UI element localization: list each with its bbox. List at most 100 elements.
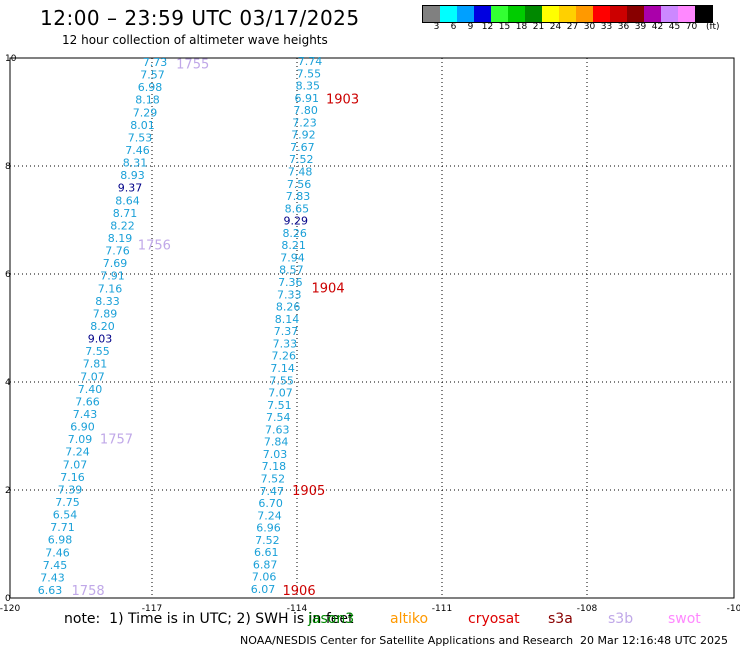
lat-tick-label: 10 — [5, 54, 17, 64]
colorbar-swatch — [423, 6, 440, 22]
time-label: 1906 — [283, 584, 316, 599]
lon-tick-label: -114 — [287, 604, 308, 614]
wave-height-value: 7.16 — [98, 282, 123, 295]
colorbar-swatch — [559, 6, 576, 22]
wave-height-value: 8.26 — [282, 227, 307, 240]
wave-height-value: 7.33 — [273, 337, 298, 350]
time-label: 1757 — [100, 433, 133, 448]
wave-height-value: 8.65 — [285, 202, 310, 215]
colorbar-swatch — [644, 6, 661, 22]
time-label: 1904 — [312, 282, 345, 297]
wave-height-value: 7.81 — [83, 358, 108, 371]
wave-height-value: 7.03 — [263, 448, 288, 461]
colorbar — [422, 5, 713, 23]
wave-height-value: 7.56 — [287, 178, 312, 191]
colorbar-swatch — [474, 6, 491, 22]
lon-tick-label: -117 — [142, 604, 162, 614]
wave-height-value: 8.01 — [130, 119, 155, 132]
wave-height-value: 7.66 — [75, 395, 100, 408]
wave-height-value: 8.19 — [108, 232, 133, 245]
wave-height-value: 7.45 — [43, 559, 68, 572]
wave-height-value: 7.75 — [55, 496, 80, 509]
page-subtitle: 12 hour collection of altimeter wave hei… — [62, 33, 328, 47]
plot-frame — [9, 57, 735, 599]
colorbar-label: 70 — [685, 22, 698, 32]
wave-height-value: 9.03 — [88, 333, 113, 346]
colorbar-label: 6 — [450, 22, 457, 32]
wave-height-value: 7.91 — [100, 270, 125, 283]
wave-height-value: 7.48 — [288, 166, 313, 179]
wave-height-value: 6.90 — [70, 421, 95, 434]
wave-height-value: 8.31 — [123, 157, 148, 170]
colorbar-swatch — [627, 6, 644, 22]
colorbar-label: 21 — [532, 22, 545, 32]
wave-height-value: 7.14 — [270, 362, 295, 375]
wave-height-value: 8.18 — [135, 94, 160, 107]
wave-height-value: 7.36 — [278, 276, 303, 289]
wave-height-value: 7.52 — [289, 153, 314, 166]
colorbar-swatch — [610, 6, 627, 22]
wave-height-value: 7.52 — [255, 534, 280, 547]
wave-height-value: 7.83 — [286, 190, 311, 203]
wave-height-value: 7.39 — [58, 483, 83, 496]
lat-tick-label: 0 — [5, 594, 11, 604]
wave-height-value: 6.70 — [258, 497, 283, 510]
wave-height-value: 8.22 — [110, 219, 135, 232]
colorbar-label: 45 — [668, 22, 681, 32]
wave-height-value: 8.64 — [115, 194, 140, 207]
colorbar-unit-label: (ft) — [706, 22, 720, 32]
wave-height-value: 7.80 — [293, 104, 318, 117]
time-label: 1903 — [326, 93, 359, 108]
colorbar-swatch — [661, 6, 678, 22]
colorbar-swatch — [491, 6, 508, 22]
wave-height-value: 6.98 — [48, 534, 73, 547]
wave-height-value: 7.23 — [292, 116, 317, 129]
lon-tick-label: -108 — [577, 604, 598, 614]
colorbar-label: 3 — [433, 22, 440, 32]
wave-height-value: 7.84 — [264, 436, 289, 449]
colorbar-label: 12 — [481, 22, 494, 32]
wave-height-value: 6.87 — [253, 558, 278, 571]
wave-height-value: 7.07 — [80, 370, 105, 383]
wave-height-value: 6.54 — [53, 509, 78, 522]
wave-height-value: 7.37 — [274, 325, 299, 338]
wave-height-value: 6.91 — [294, 92, 319, 105]
wave-height-value: 7.09 — [68, 433, 93, 446]
wave-height-value: 7.55 — [297, 67, 322, 80]
colorbar-label: 27 — [566, 22, 579, 32]
satellite-legend-cryosat: cryosat — [468, 611, 520, 627]
colorbar-swatch — [457, 6, 474, 22]
wave-height-value: 7.53 — [128, 131, 153, 144]
colorbar-swatch — [525, 6, 542, 22]
wave-height-value: 7.43 — [73, 408, 98, 421]
colorbar-label: 42 — [651, 22, 664, 32]
colorbar-label: 15 — [498, 22, 511, 32]
wave-height-value: 9.37 — [118, 182, 143, 195]
colorbar-label: 33 — [600, 22, 613, 32]
colorbar-swatch — [508, 6, 525, 22]
colorbar-label: 39 — [634, 22, 647, 32]
satellite-legend-swot: swot — [668, 611, 701, 627]
credit-line: NOAA/NESDIS Center for Satellite Applica… — [240, 634, 574, 647]
wave-height-value: 7.24 — [257, 509, 282, 522]
wave-height-value: 7.46 — [125, 144, 150, 157]
lat-tick-label: 8 — [5, 162, 11, 172]
wave-height-value: 6.07 — [251, 583, 276, 596]
wave-height-value: 7.16 — [60, 471, 85, 484]
wave-height-value: 6.61 — [254, 546, 279, 559]
wave-height-value: 7.24 — [65, 446, 90, 459]
wave-height-value: 7.29 — [133, 106, 158, 119]
wave-height-value: 7.69 — [103, 257, 128, 270]
satellite-legend-s3a: s3a — [548, 611, 573, 627]
wave-height-value: 8.14 — [275, 313, 300, 326]
wave-height-value: 7.67 — [290, 141, 315, 154]
colorbar-label: 9 — [467, 22, 474, 32]
wave-height-value: 7.46 — [45, 546, 70, 559]
satellite-legend-altiko: altiko — [390, 611, 429, 627]
wave-height-value: 7.26 — [272, 350, 297, 363]
wave-height-value: 7.43 — [40, 571, 65, 584]
colorbar-swatch — [593, 6, 610, 22]
wave-height-value: 7.18 — [262, 460, 287, 473]
wave-height-value: 6.98 — [138, 81, 163, 94]
